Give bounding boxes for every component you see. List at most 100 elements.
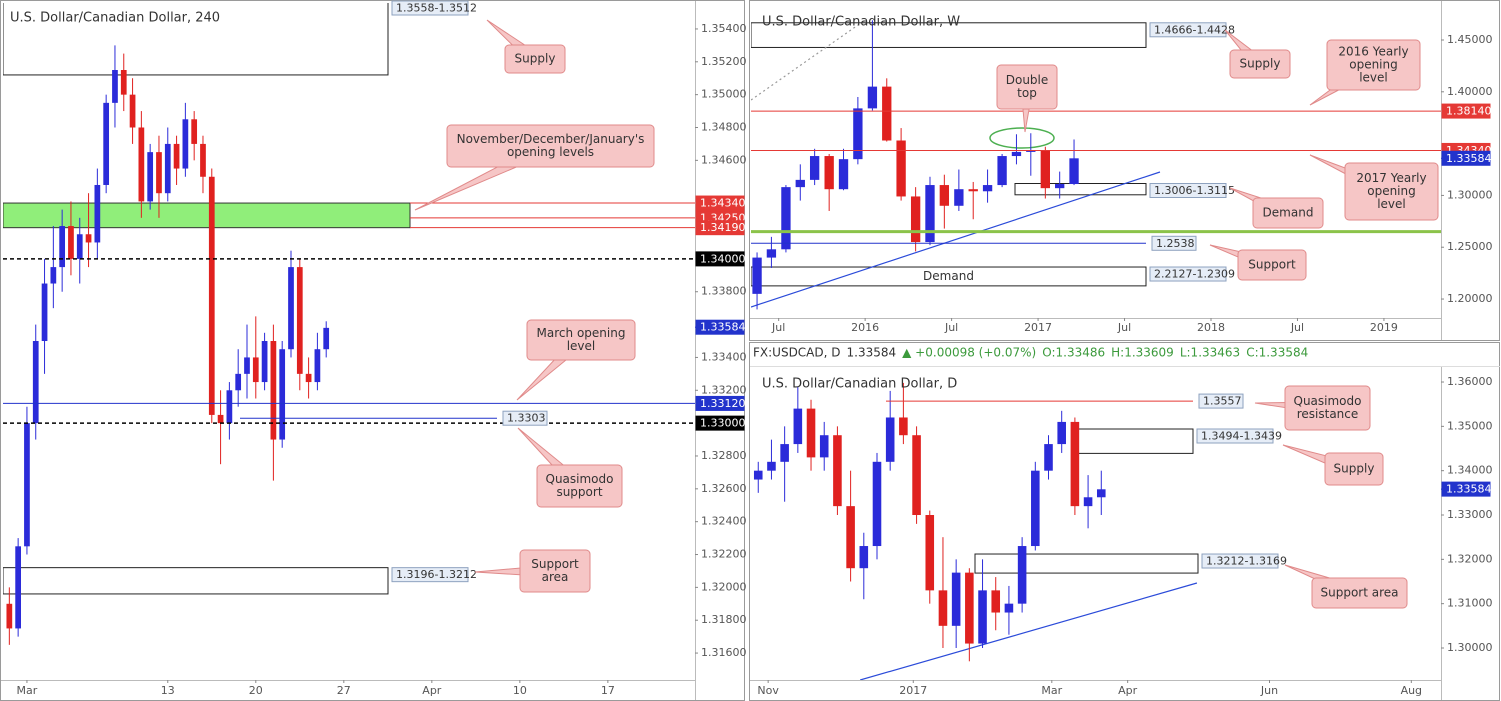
candle-body — [217, 414, 224, 424]
price-badge-label: 1.33584 — [700, 321, 746, 334]
header-text: 1.33584 — [847, 346, 897, 360]
zone — [3, 202, 411, 229]
y-tick-label: 1.33200 — [701, 383, 747, 396]
zone-label: 1.3212-1.3169 — [1206, 555, 1287, 568]
candle-body — [261, 341, 268, 383]
zone-label-box — [391, 0, 469, 16]
y-tick-label: 1.20000 — [1447, 292, 1493, 305]
callout-text: November/December/January's — [457, 132, 645, 146]
candle-body — [978, 590, 987, 644]
callout-text: Supply — [515, 52, 556, 66]
candle-body — [954, 189, 964, 206]
candle-body — [24, 423, 30, 547]
candle-body — [853, 108, 863, 160]
y-tick-label: 1.36000 — [1447, 375, 1493, 388]
y-tick-label: 1.32000 — [1447, 552, 1493, 565]
y-tick-label: 1.35000 — [1447, 419, 1493, 432]
candle-body — [50, 267, 57, 284]
candle-body — [76, 234, 83, 259]
y-tick-label: 1.40000 — [1447, 85, 1493, 98]
candle-body — [938, 590, 948, 626]
candle-body — [910, 196, 921, 243]
candle-body — [1017, 546, 1027, 604]
x-tick-label: 2017 — [1024, 321, 1052, 334]
zone — [751, 266, 1147, 287]
callout-text: level — [1359, 71, 1388, 85]
zone-label: 1.4666-1.4428 — [1154, 23, 1235, 36]
candle-body — [1026, 150, 1036, 152]
candle-body — [806, 408, 816, 458]
trendline — [751, 19, 866, 101]
candle-body — [173, 143, 180, 169]
price-badge — [695, 319, 745, 335]
chart-title: U.S. Dollar/Canadian Dollar, 240 — [10, 11, 220, 26]
candle-body — [793, 408, 803, 445]
callout-text: opening — [1367, 184, 1416, 198]
candle-body — [305, 373, 312, 383]
candle-body — [838, 159, 849, 190]
price-badge-label: 1.33000 — [700, 417, 746, 430]
candle-body — [867, 86, 878, 109]
candle-body — [1083, 497, 1093, 507]
y-tick-label: 1.31600 — [701, 646, 747, 659]
candle-body — [59, 226, 66, 268]
y-tick-label: 1.34000 — [1447, 464, 1493, 477]
price-badge-label: 1.34000 — [700, 252, 746, 265]
callout-box — [1324, 452, 1384, 486]
candle-body — [244, 357, 250, 374]
candle-body — [885, 417, 895, 462]
callout-text: level — [1377, 197, 1406, 211]
candle-body — [314, 349, 321, 383]
callout-box — [446, 124, 655, 168]
price-badge-label: 1.33584 — [1446, 483, 1492, 496]
candle-body — [767, 461, 776, 471]
header-text: FX:USDCAD, D — [753, 346, 841, 360]
candle-body — [279, 349, 286, 440]
candle-body — [296, 267, 303, 374]
x-tick-label: Jun — [1260, 684, 1278, 697]
candle-body — [288, 267, 294, 350]
candle-body — [323, 327, 330, 350]
callout-box — [504, 44, 566, 74]
x-tick-label: 10 — [513, 684, 527, 697]
candle-body — [925, 515, 935, 591]
y-tick-label: 1.30000 — [1447, 641, 1493, 654]
candle-body — [795, 179, 805, 188]
callout-text: Supply — [1334, 462, 1375, 476]
header-text: L:1.33463 — [1180, 346, 1240, 360]
x-tick-label: Jul — [771, 321, 785, 334]
callout-box — [1237, 249, 1307, 281]
y-tick-label: 1.25000 — [1447, 240, 1493, 253]
candle-body — [112, 70, 118, 103]
callout-text: 2017 Yearly — [1356, 171, 1426, 185]
y-tick-label: 1.35200 — [701, 55, 747, 68]
candle-body — [1096, 489, 1106, 498]
price-badge — [1151, 235, 1197, 251]
zone-label-box — [1196, 428, 1274, 444]
candle-body — [1004, 603, 1014, 613]
candle-body — [6, 603, 13, 629]
candle-body — [809, 156, 820, 180]
zone — [751, 22, 1147, 48]
candle-body — [766, 249, 777, 258]
y-tick-label: 1.30000 — [1447, 188, 1493, 201]
price-badge — [1441, 150, 1491, 166]
price-badge — [502, 410, 548, 426]
zone-label: 1.3558-1.3512 — [396, 2, 477, 15]
callout-text: Double — [1006, 73, 1049, 87]
callout-text: Quasimodo — [1294, 394, 1362, 408]
candle-body — [1069, 158, 1079, 185]
price-badge-label: 1.34340 — [700, 197, 746, 210]
callout-text: support — [556, 485, 602, 499]
callout-text: level — [567, 339, 596, 353]
candle-body — [991, 590, 1001, 613]
trendline — [860, 582, 1198, 680]
y-tick-label: 1.33000 — [1447, 508, 1493, 521]
y-tick-label: 1.32800 — [701, 449, 747, 462]
